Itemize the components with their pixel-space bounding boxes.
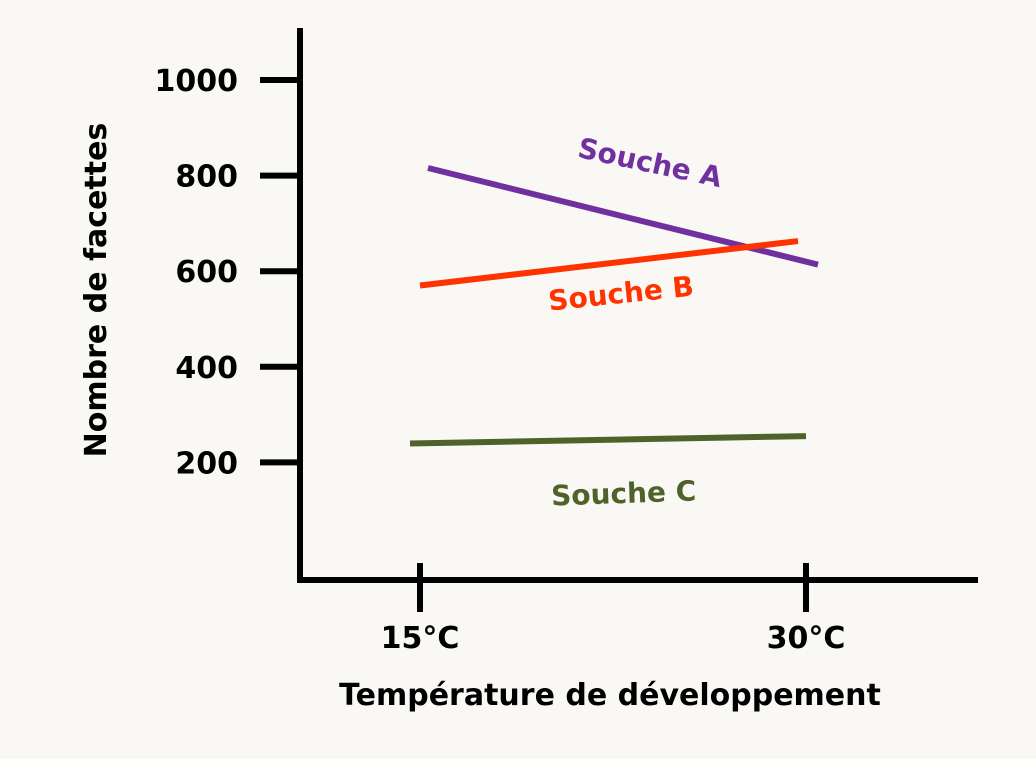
x-tick-label: 30°C xyxy=(767,621,846,656)
x-axis-title: Température de développement xyxy=(339,678,881,713)
y-tick-label: 800 xyxy=(175,160,238,195)
series-line xyxy=(419,238,799,289)
series-label: Souche B xyxy=(547,270,696,318)
y-axis-title: Nombre de facettes xyxy=(79,123,114,458)
y-tick-label: 1000 xyxy=(155,64,239,99)
series-line xyxy=(427,165,819,268)
y-tick-label: 200 xyxy=(175,446,238,481)
series-line xyxy=(409,433,807,447)
series-label: Souche A xyxy=(575,131,725,194)
y-tick-label: 600 xyxy=(175,255,238,290)
series-label: Souche C xyxy=(551,474,697,512)
x-tick-label: 15°C xyxy=(381,621,460,656)
y-tick-label: 400 xyxy=(175,351,238,386)
